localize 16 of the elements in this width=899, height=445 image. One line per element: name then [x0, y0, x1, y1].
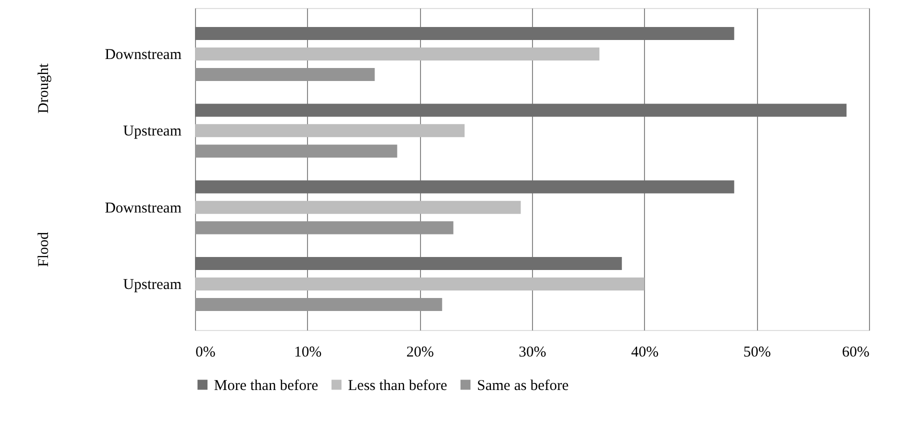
legend-label: Same as before: [477, 378, 569, 394]
text: Flood: [36, 232, 52, 268]
legend-label: Less than before: [348, 378, 448, 394]
text: Drought: [36, 62, 52, 114]
y-tick-label: Downstream: [104, 47, 182, 63]
x-tick-label: 0%: [196, 344, 216, 360]
x-tick-label: 20%: [406, 344, 434, 360]
y-tick-label: Downstream: [104, 200, 182, 216]
y-tick-label: Upstream: [123, 277, 182, 293]
x-tick-label: 30%: [518, 344, 546, 360]
legend-label: More than before: [214, 378, 318, 394]
x-tick-label: 50%: [743, 344, 771, 360]
x-tick-label: 40%: [631, 344, 659, 360]
x-tick-label: 10%: [294, 344, 322, 360]
y-tick-label: Upstream: [123, 124, 182, 140]
x-tick-label: 60%: [842, 344, 870, 360]
